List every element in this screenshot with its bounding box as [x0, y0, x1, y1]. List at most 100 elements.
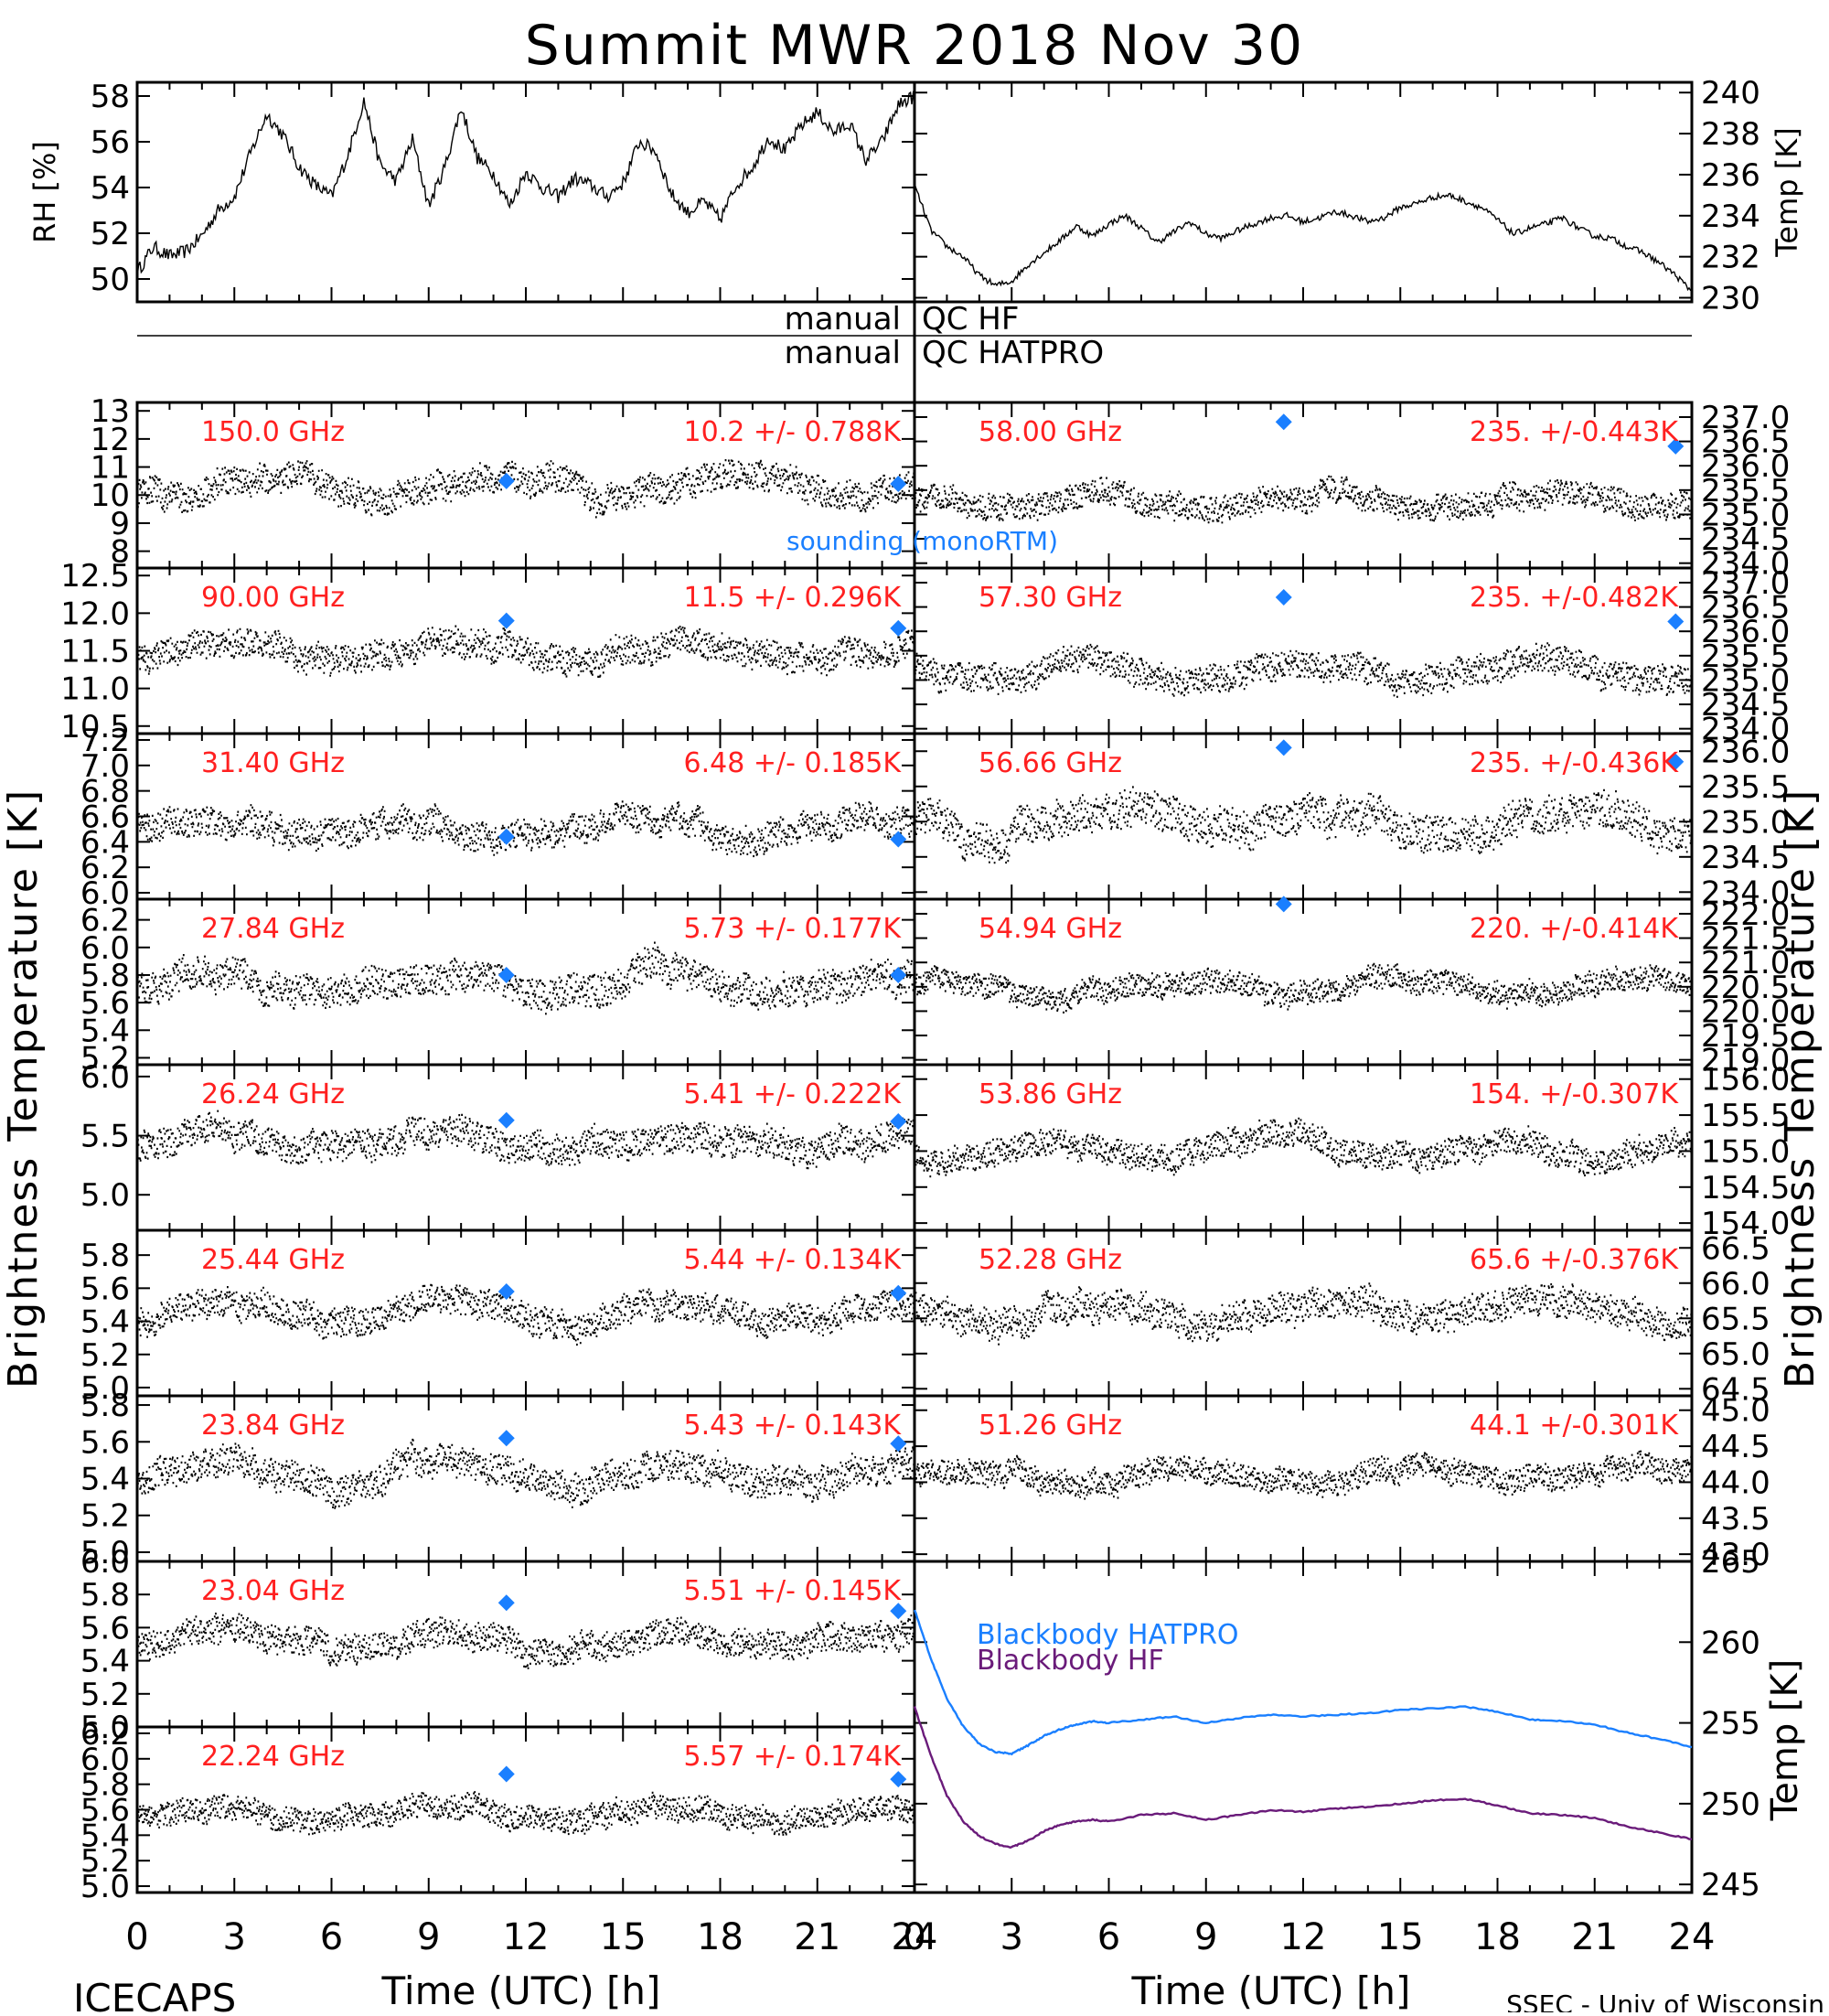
- right-axis-label: Brightness Temperature [K]: [1777, 788, 1824, 1389]
- p5730-stats-label: 235. +/-0.482K: [1470, 582, 1679, 614]
- bb-ytick-label: 255: [1701, 1706, 1760, 1743]
- p2624-sounding-marker: [497, 1111, 515, 1129]
- p2784-freq-label: 27.84 GHz: [201, 913, 345, 945]
- p5800-data-points: [914, 475, 1694, 524]
- p2784-data-points: [137, 941, 916, 1015]
- p2784-sounding-marker: [890, 966, 907, 983]
- right-time-tick-label: 21: [1571, 1916, 1618, 1958]
- p314-ytick-label: 6.8: [80, 774, 130, 810]
- p5386-ytick-label: 154.5: [1701, 1170, 1790, 1206]
- left-time-tick-label: 24: [892, 1916, 938, 1958]
- sounding-legend-label: sounding (monoRTM): [786, 526, 1058, 556]
- p150-sounding-marker: [497, 472, 515, 489]
- p2304-ytick-label: 5.8: [80, 1577, 130, 1614]
- p5800-ytick-label: 234.5: [1701, 521, 1790, 558]
- p2544-stats-label: 5.44 +/- 0.134K: [684, 1244, 903, 1276]
- p2304-ytick-label: 5.2: [80, 1677, 130, 1713]
- p5126-ytick-label: 44.0: [1701, 1464, 1770, 1501]
- p2544-ytick-label: 5.4: [80, 1304, 130, 1341]
- right-time-tick-label: 6: [1097, 1916, 1120, 1958]
- p2624-data-points: [137, 1110, 916, 1170]
- bb-ytick-label: 265: [1701, 1544, 1760, 1581]
- p2224-freq-label: 22.24 GHz: [201, 1741, 345, 1773]
- temp-ytick-label: 240: [1701, 75, 1760, 112]
- left-time-tick-label: 18: [697, 1916, 743, 1958]
- p2384-ytick-label: 5.4: [80, 1462, 130, 1498]
- p2304-freq-label: 23.04 GHz: [201, 1575, 345, 1607]
- p5494-ytick-label: 219.5: [1701, 1018, 1790, 1055]
- p5494-sounding-marker: [1275, 895, 1292, 913]
- p150-ytick-label: 13: [91, 393, 130, 430]
- p5126-ytick-label: 43.0: [1701, 1537, 1770, 1573]
- p150-ytick-label: 11: [91, 450, 130, 487]
- p2304-ytick-label: 5.6: [80, 1610, 130, 1646]
- left-time-tick-label: 15: [600, 1916, 647, 1958]
- temp-ytick-label: 230: [1701, 281, 1760, 317]
- left-time-tick-label: 12: [503, 1916, 550, 1958]
- p2784-ytick-label: 5.8: [80, 958, 130, 994]
- p2384-stats-label: 5.43 +/- 0.143K: [684, 1410, 903, 1442]
- left-time-tick-label: 21: [794, 1916, 840, 1958]
- p5126-data-points: [914, 1450, 1694, 1500]
- p5800-ytick-label: 236.0: [1701, 448, 1790, 485]
- p5494-ytick-label: 221.0: [1701, 945, 1790, 981]
- right-time-tick-label: 3: [1000, 1916, 1023, 1958]
- p2224-sounding-marker: [890, 1771, 907, 1788]
- p314-ytick-label: 7.0: [80, 748, 130, 785]
- p5800-ytick-label: 234.0: [1701, 546, 1790, 583]
- p5494-ytick-label: 219.0: [1701, 1043, 1790, 1079]
- p2384-ytick-label: 5.8: [80, 1388, 130, 1424]
- bb-series-line-0: [913, 1609, 1693, 1756]
- p2624-stats-label: 5.41 +/- 0.222K: [684, 1078, 903, 1110]
- left-time-tick-label: 6: [320, 1916, 343, 1958]
- p5730-sounding-marker: [1275, 588, 1292, 606]
- right-time-tick-label: 9: [1194, 1916, 1217, 1958]
- rh-ytick-label: 50: [91, 262, 130, 298]
- p314-ytick-label: 6.2: [80, 850, 130, 886]
- p90-ytick-label: 11.0: [60, 671, 130, 708]
- p2224-sounding-marker: [497, 1765, 515, 1783]
- p2624-ytick-label: 5.5: [80, 1119, 130, 1155]
- p5666-sounding-marker: [1275, 739, 1292, 756]
- p150-freq-label: 150.0 GHz: [201, 416, 345, 448]
- p150-stats-label: 10.2 +/- 0.788K: [684, 416, 903, 448]
- p2224-stats-label: 5.57 +/- 0.174K: [684, 1741, 903, 1773]
- p5666-ytick-label: 236.0: [1701, 734, 1790, 770]
- p314-stats-label: 6.48 +/- 0.185K: [684, 747, 903, 779]
- p5730-ytick-label: 234.5: [1701, 687, 1790, 724]
- p5228-ytick-label: 66.0: [1701, 1266, 1770, 1303]
- p2784-ytick-label: 5.4: [80, 1013, 130, 1049]
- p5386-data-points: [914, 1117, 1694, 1178]
- rh-ytick-label: 52: [91, 216, 130, 252]
- bb-legend-hf: Blackbody HF: [977, 1645, 1164, 1677]
- p314-sounding-marker: [890, 831, 907, 848]
- p2544-ytick-label: 5.6: [80, 1271, 130, 1307]
- right-time-tick-label: 18: [1474, 1916, 1521, 1958]
- p2624-freq-label: 26.24 GHz: [201, 1078, 345, 1110]
- right-time-tick-label: 0: [903, 1916, 925, 1958]
- rh-ytick-label: 56: [91, 124, 130, 161]
- p5386-ytick-label: 155.0: [1701, 1133, 1790, 1170]
- p2304-sounding-marker: [890, 1603, 907, 1620]
- p5386-ytick-label: 156.0: [1701, 1062, 1790, 1099]
- p2384-ytick-label: 5.0: [80, 1535, 130, 1571]
- p2224-ytick-label: 6.0: [80, 1742, 130, 1778]
- left-time-tick-label: 3: [223, 1916, 246, 1958]
- p5800-ytick-label: 237.0: [1701, 400, 1790, 436]
- p5800-stats-label: 235. +/-0.443K: [1470, 416, 1679, 448]
- p5494-ytick-label: 220.0: [1701, 993, 1790, 1030]
- rh-series-line: [136, 91, 915, 278]
- p90-ytick-label: 12.0: [60, 595, 130, 632]
- p5494-ytick-label: 220.5: [1701, 970, 1790, 1006]
- p314-ytick-label: 6.6: [80, 799, 130, 836]
- p150-data-points: [137, 459, 916, 519]
- left-time-axis-label: Time (UTC) [h]: [381, 1968, 661, 2012]
- p90-data-points: [137, 625, 916, 678]
- p5126-freq-label: 51.26 GHz: [979, 1410, 1122, 1442]
- p2624-ytick-label: 5.0: [80, 1177, 130, 1214]
- p150-ytick-label: 10: [91, 477, 130, 514]
- p5730-data-points: [914, 642, 1694, 698]
- p5126-ytick-label: 43.5: [1701, 1501, 1770, 1538]
- p2384-ytick-label: 5.6: [80, 1424, 130, 1461]
